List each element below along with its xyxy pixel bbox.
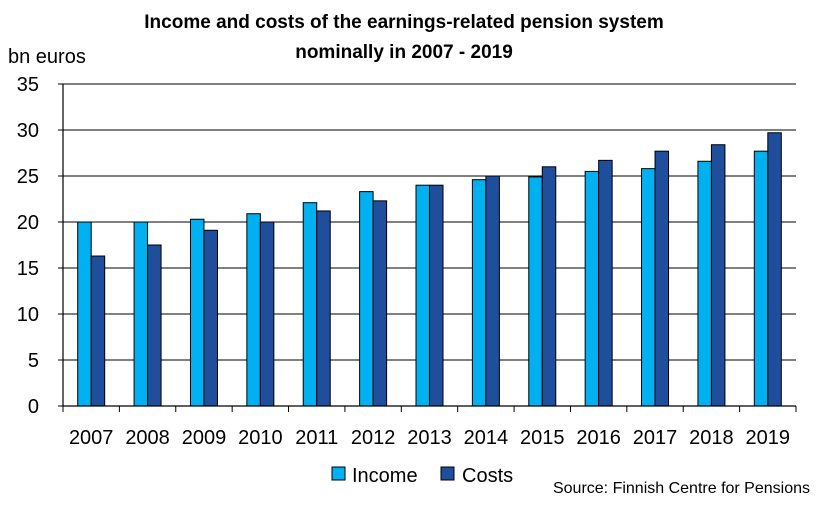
x-tick-labels: 2007 2008 2009 2010 2011 2012 2013 2014 2015 2016… (69, 427, 790, 449)
x-tick-label: 2013 (407, 427, 452, 449)
bar-income-2016 (584, 170, 600, 407)
x-tick-label: 2012 (351, 427, 396, 449)
bar-income-2018 (697, 160, 712, 407)
bar-income-2015 (528, 176, 543, 407)
bar-costs-2014 (485, 175, 500, 407)
bar-costs-2017 (654, 150, 670, 407)
legend-swatch-costs (440, 466, 455, 481)
bar-income-2008 (133, 221, 149, 407)
bar-income-2014 (471, 179, 487, 407)
y-axis-label: bn euros (8, 46, 86, 68)
y-tick-label: 10 (17, 304, 39, 326)
x-tick-label: 2017 (633, 427, 678, 449)
bar-costs-2018 (710, 144, 726, 407)
y-tick-label: 5 (28, 350, 39, 372)
bar-costs-2008 (147, 244, 162, 407)
bar-costs-2011 (316, 210, 331, 407)
legend-label-costs: Costs (462, 465, 513, 487)
x-tick-label: 2015 (520, 427, 565, 449)
bar-income-2011 (302, 202, 318, 407)
bar-costs-2012 (372, 200, 388, 407)
bar-costs-2013 (429, 184, 444, 407)
x-tick-label: 2014 (464, 427, 509, 449)
bar-costs-2009 (203, 229, 218, 407)
bar-costs-2016 (598, 159, 613, 407)
y-tick-label: 15 (17, 258, 39, 280)
bar-costs-2007 (90, 255, 106, 407)
y-tick-labels: 0 5 10 15 20 25 30 35 (17, 74, 39, 418)
legend: Income Costs (331, 465, 513, 487)
chart-subtitle: nominally in 2007 - 2019 (295, 42, 513, 63)
x-tick-label: 2016 (576, 427, 621, 449)
bar-income-2010 (246, 213, 261, 407)
x-tick-label: 2019 (746, 427, 791, 449)
source-note: Source: Finnish Centre for Pensions (553, 480, 810, 497)
x-tick-label: 2009 (182, 427, 227, 449)
legend-label-income: Income (352, 465, 418, 487)
bar-income-2019 (753, 150, 769, 407)
bar-costs-2019 (767, 132, 782, 407)
y-tick-label: 35 (17, 74, 39, 96)
bar-income-2007 (77, 221, 92, 407)
x-tick-label: 2007 (69, 427, 114, 449)
bar-income-2013 (415, 184, 430, 407)
y-tick-label: 30 (17, 120, 39, 142)
axes (58, 83, 797, 412)
x-tick-label: 2018 (689, 427, 734, 449)
y-tick-label: 20 (17, 212, 39, 234)
bar-costs-2015 (541, 166, 557, 407)
x-tick-label: 2011 (295, 427, 338, 449)
y-tick-label: 0 (28, 396, 39, 418)
chart-title: Income and costs of the earnings-related… (144, 12, 663, 33)
bar-income-2017 (641, 168, 656, 407)
x-tick-label: 2010 (238, 427, 283, 449)
bar-income-2012 (359, 191, 374, 407)
bar-income-2009 (189, 218, 205, 407)
bars (77, 132, 782, 407)
bar-costs-2010 (259, 221, 275, 407)
y-tick-label: 25 (17, 166, 39, 188)
legend-swatch-income (331, 466, 346, 481)
x-tick-label: 2008 (125, 427, 170, 449)
